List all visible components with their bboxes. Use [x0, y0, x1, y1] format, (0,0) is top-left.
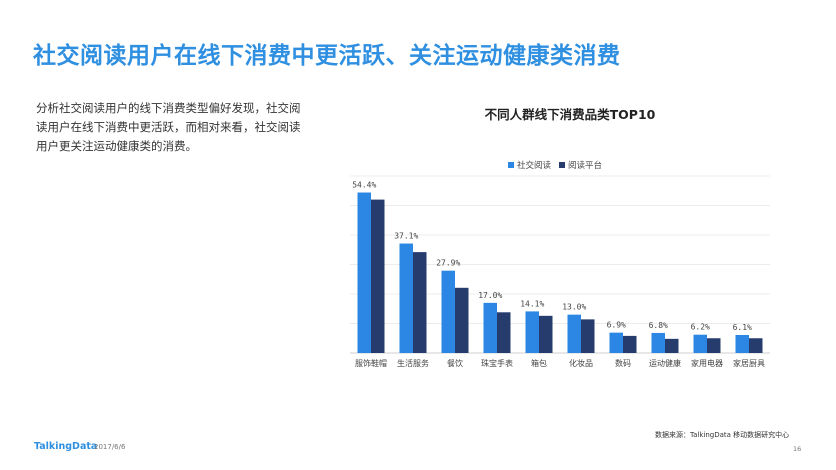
x-tick-label: 家居厨具	[733, 358, 765, 368]
x-tick-label: 数码	[615, 358, 631, 368]
page-number: 16	[793, 445, 802, 453]
description-text: 分析社交阅读用户的线下消费类型偏好发现，社交阅读用户在线下消费中更活跃，而相对来…	[36, 101, 301, 153]
data-label: 17.0%	[478, 291, 502, 300]
data-source: 数据来源：TalkingData 移动数据研究中心	[655, 431, 790, 439]
x-tick-label: 运动健康	[649, 358, 681, 368]
bar-reading-platform	[749, 338, 763, 353]
chart-title: 不同人群线下消费品类TOP10	[484, 107, 656, 122]
data-label: 37.1%	[394, 232, 418, 241]
data-label: 27.9%	[436, 259, 460, 268]
bar-social-reading	[567, 314, 581, 353]
bar-social-reading	[441, 270, 455, 353]
bar-social-reading	[357, 192, 371, 353]
bar-social-reading	[609, 332, 623, 353]
bar-reading-platform	[455, 287, 469, 353]
bar-social-reading	[525, 311, 539, 353]
bar-social-reading	[483, 302, 497, 353]
data-label: 6.1%	[733, 323, 752, 332]
data-label: 14.1%	[520, 299, 544, 308]
legend-item-social-reading: 社交阅读	[508, 159, 551, 171]
data-label: 6.9%	[607, 321, 626, 330]
bar-social-reading	[399, 243, 413, 353]
legend-item-reading-platform: 阅读平台	[559, 159, 602, 171]
page-title: 社交阅读用户在线下消费中更活跃、关注运动健康类消费	[33, 43, 621, 69]
x-tick-label: 家用电器	[691, 358, 723, 368]
data-label: 6.8%	[649, 321, 668, 330]
x-tick-label: 生活服务	[397, 358, 429, 368]
x-tick-label: 化妆品	[569, 358, 593, 368]
data-label: 13.0%	[562, 303, 586, 312]
bar-reading-platform	[665, 338, 679, 353]
bar-reading-platform	[581, 319, 595, 353]
bar-reading-platform	[497, 312, 511, 353]
x-tick-label: 珠宝手表	[481, 358, 513, 368]
x-tick-label: 餐饮	[447, 358, 463, 368]
chart-legend: 社交阅读 阅读平台	[508, 159, 602, 171]
bar-reading-platform	[707, 338, 721, 353]
x-tick-label: 服饰鞋帽	[355, 358, 387, 368]
x-tick-label: 箱包	[531, 358, 547, 368]
data-label: 54.4%	[352, 181, 376, 190]
bar-reading-platform	[413, 252, 427, 353]
bar-social-reading	[651, 332, 665, 353]
legend-swatch-reading-platform	[559, 162, 566, 168]
bar-social-reading	[693, 334, 707, 353]
brand-logo: TalkingData	[34, 441, 98, 452]
legend-label-social-reading: 社交阅读	[517, 161, 552, 171]
bar-reading-platform	[371, 199, 385, 353]
legend-label-reading-platform: 阅读平台	[568, 161, 603, 171]
bar-reading-platform	[539, 315, 553, 353]
bar-reading-platform	[623, 335, 637, 353]
legend-swatch-social-reading	[508, 162, 514, 168]
data-label: 6.2%	[691, 323, 710, 332]
footer-date: 2017/6/6	[94, 443, 126, 451]
bar-social-reading	[735, 335, 749, 353]
